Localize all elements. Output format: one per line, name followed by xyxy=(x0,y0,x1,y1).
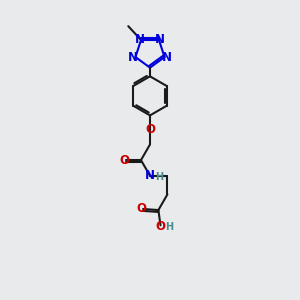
Text: H: H xyxy=(165,223,173,232)
Text: H: H xyxy=(155,172,163,182)
Text: N: N xyxy=(135,33,145,46)
Text: O: O xyxy=(155,220,165,233)
Text: O: O xyxy=(119,154,129,166)
Text: N: N xyxy=(145,169,155,182)
Text: N: N xyxy=(128,51,138,64)
Text: N: N xyxy=(162,51,172,64)
Text: O: O xyxy=(145,123,155,136)
Text: O: O xyxy=(136,202,146,215)
Text: N: N xyxy=(155,33,165,46)
